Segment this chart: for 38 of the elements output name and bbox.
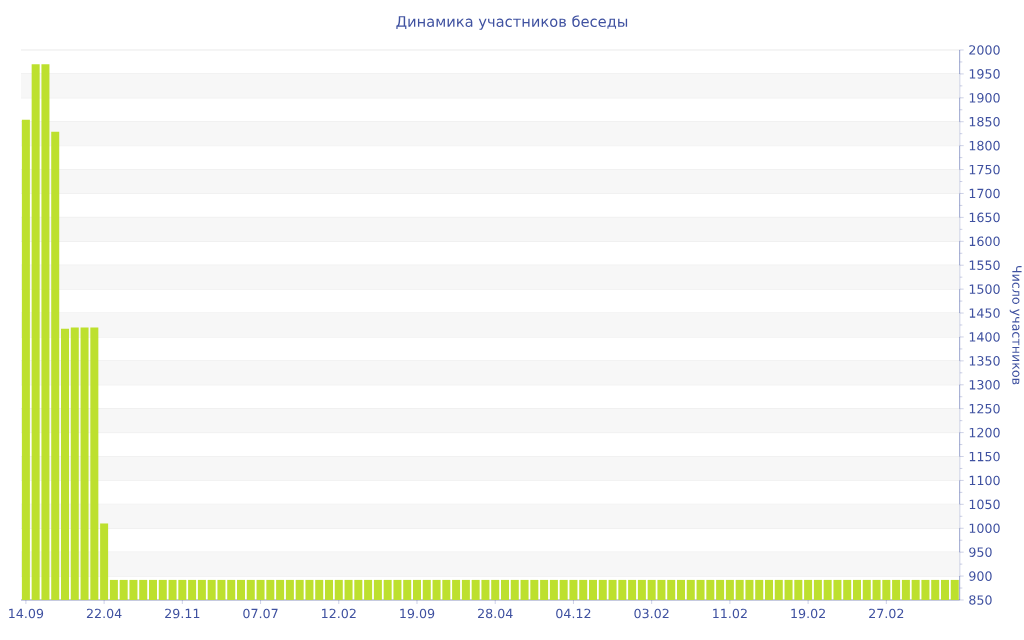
- y-tick-label: 1250: [969, 403, 1000, 414]
- y-tick-label: 900: [969, 571, 992, 581]
- y-tick-label: 1800: [969, 140, 1000, 151]
- y-tick-label: 1350: [969, 356, 1000, 366]
- y-axis-title: Число участников: [1009, 265, 1022, 385]
- y-tick-label: 1000: [969, 523, 1000, 534]
- y-tick-label: 1950: [969, 69, 1000, 79]
- y-tick-label: 1750: [969, 164, 1000, 175]
- y-tick-label: 950: [969, 547, 992, 557]
- y-tick-label: 1650: [969, 212, 1000, 223]
- x-tick-label: 07.07: [243, 608, 278, 619]
- y-tick-label: 1200: [969, 427, 1000, 438]
- y-tick-label: 2000: [969, 45, 1000, 55]
- x-tick-label: 04.12: [556, 608, 591, 619]
- x-tick-label: 28.04: [478, 608, 513, 619]
- x-tick-label: 12.02: [322, 608, 356, 619]
- x-tick-label: 14.09: [9, 608, 44, 619]
- y-tick-label: 1500: [969, 284, 1000, 294]
- x-tick-label: 19.02: [791, 608, 825, 619]
- y-tick-label: 1700: [969, 188, 1000, 199]
- x-tick-label: 03.02: [634, 608, 669, 619]
- y-tick-label: 1900: [969, 93, 1000, 103]
- y-tick-label: 1550: [969, 260, 1000, 271]
- y-tick-label: 1300: [969, 379, 1000, 390]
- x-tick-label: 27.02: [869, 608, 904, 619]
- y-tick-label: 1150: [969, 451, 1000, 462]
- x-tick-label: 19.09: [400, 608, 435, 619]
- x-tick-label: 29.11: [165, 608, 200, 619]
- x-tick-label: 22.04: [86, 608, 122, 619]
- y-tick-label: 1600: [969, 236, 1000, 247]
- y-tick-label: 1400: [969, 332, 1000, 342]
- x-tick-label: 11.02: [713, 608, 747, 619]
- y-tick-label: 1100: [969, 475, 1000, 486]
- y-tick-label: 1850: [969, 116, 1000, 127]
- y-tick-label: 850: [969, 595, 992, 605]
- chart-title: Динамика участников беседы: [396, 15, 628, 30]
- y-tick-label: 1050: [969, 499, 1000, 510]
- y-tick-label: 1450: [969, 308, 1000, 318]
